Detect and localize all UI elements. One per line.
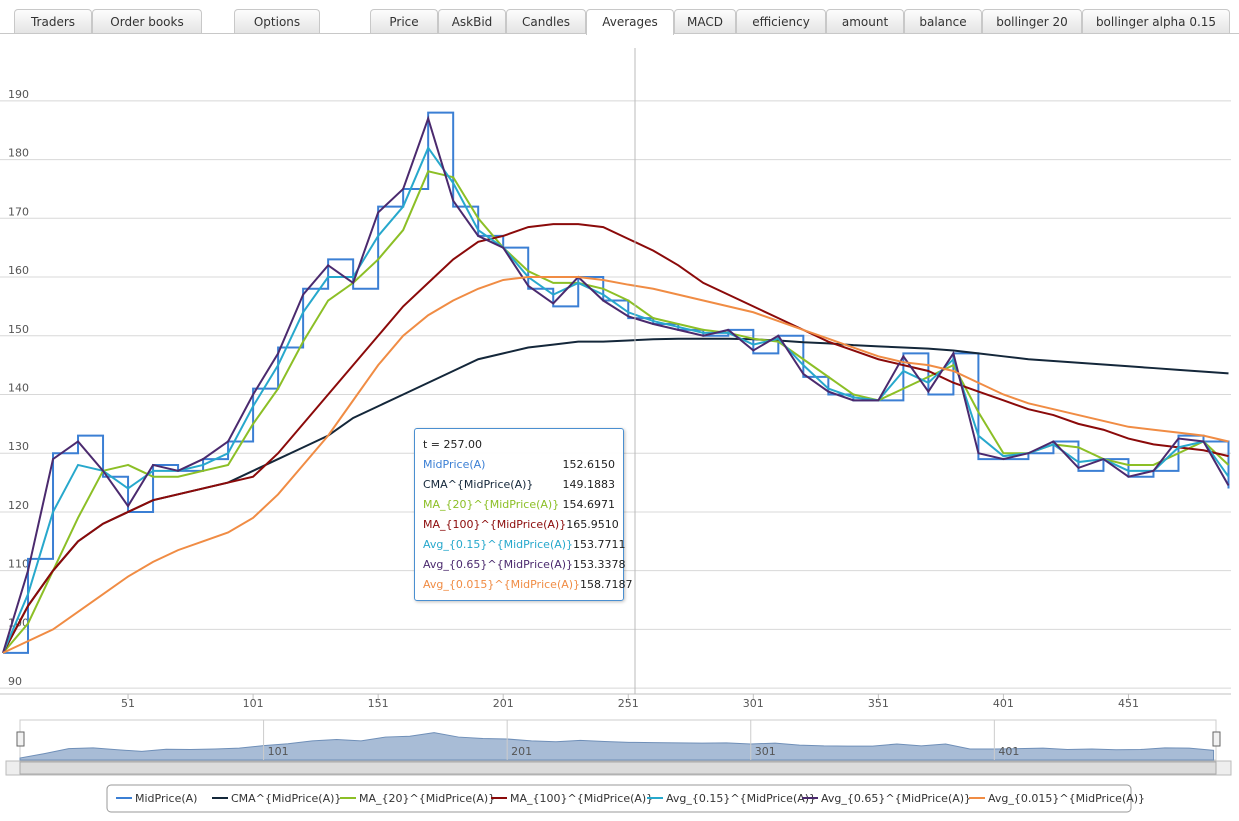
tooltip-name: MidPrice(A) [423, 458, 486, 471]
legend-label: Avg_{0.15}^{MidPrice(A)} [666, 792, 816, 805]
tooltip-row: MA_{100}^{MidPrice(A)} 165.9510 [423, 515, 619, 535]
y-tick-label: 90 [8, 675, 22, 688]
tab[interactable]: bollinger 20 [982, 9, 1082, 33]
legend-label: MA_{20}^{MidPrice(A)} [359, 792, 495, 805]
navigator-tick-label: 201 [511, 745, 532, 758]
legend-label: Avg_{0.65}^{MidPrice(A)} [821, 792, 971, 805]
x-tick-label: 451 [1118, 697, 1139, 710]
tab[interactable]: Averages [586, 9, 674, 35]
navigator-area [19, 732, 1215, 761]
tooltip-value: 165.9510 [566, 518, 619, 531]
x-tick-label: 201 [493, 697, 514, 710]
tooltip-name: MA_{20}^{MidPrice(A)} [423, 498, 560, 511]
legend-label: Avg_{0.015}^{MidPrice(A)} [988, 792, 1145, 805]
tooltip-value: 152.6150 [562, 458, 616, 471]
legend-box [106, 784, 1132, 813]
series-line [2, 223, 1229, 654]
scrollbar-thumb[interactable] [19, 761, 1217, 775]
tab[interactable]: Order books [92, 9, 202, 33]
navigator-tick-label: 401 [998, 745, 1019, 758]
tooltip-name: Avg_{0.65}^{MidPrice(A)} [423, 558, 574, 571]
tab[interactable]: balance [904, 9, 982, 33]
tooltip-name: MA_{100}^{MidPrice(A)} [423, 518, 567, 531]
x-tick-label: 251 [618, 697, 639, 710]
tooltip: t = 257.00 MidPrice(A) 152.6150 CMA^{MidPr… [414, 428, 633, 601]
tab[interactable]: amount [826, 9, 904, 33]
tooltip-name: CMA^{MidPrice(A)} [423, 478, 534, 491]
y-tick-label: 150 [8, 323, 29, 336]
series-line [2, 115, 1230, 654]
tooltip-value: 154.6971 [562, 498, 616, 511]
x-tick-label: 351 [868, 697, 889, 710]
navigator-handle[interactable] [16, 731, 25, 747]
tooltip-row: Avg_{0.65}^{MidPrice(A)} 153.3378 [423, 555, 626, 575]
tooltip-row: MidPrice(A) 152.6150 [423, 455, 615, 475]
y-tick-label: 180 [8, 147, 29, 160]
tab[interactable]: Candles [506, 9, 586, 33]
tooltip-row: MA_{20}^{MidPrice(A)} 154.6971 [423, 495, 615, 515]
legend-label: MA_{100}^{MidPrice(A)} [510, 792, 653, 805]
tooltip-value: 149.1883 [562, 478, 616, 491]
tooltip-value: 153.3378 [573, 558, 626, 571]
legend: MidPrice(A) CMA^{MidPrice(A)} MA_{20}^{Mid… [106, 784, 1145, 813]
tooltip-value: 153.7711 [573, 538, 626, 551]
x-tick-label: 101 [243, 697, 264, 710]
legend-label: CMA^{MidPrice(A)} [231, 792, 341, 805]
x-tick-label: 401 [993, 697, 1014, 710]
tab[interactable]: AskBid [438, 9, 506, 33]
tooltip-name: Avg_{0.15}^{MidPrice(A)} [423, 538, 574, 551]
y-tick-label: 160 [8, 264, 29, 277]
series-line [2, 276, 1229, 654]
navigator-handle[interactable] [1212, 731, 1221, 747]
y-tick-label: 190 [8, 88, 29, 101]
y-tick-label: 120 [8, 499, 29, 512]
navigator-tick-label: 101 [268, 745, 289, 758]
tooltip-title: t = 257.00 [423, 438, 483, 451]
tab[interactable]: efficiency [736, 9, 826, 33]
y-tick-label: 140 [8, 381, 29, 394]
tab[interactable]: Traders [14, 9, 92, 33]
tooltip-value: 158.7187 [580, 578, 633, 591]
tab[interactable]: MACD [674, 9, 736, 33]
navigator-tick-label: 301 [755, 745, 776, 758]
legend-label: MidPrice(A) [135, 792, 197, 805]
tooltip-row: Avg_{0.15}^{MidPrice(A)} 153.7711 [423, 535, 626, 555]
y-tick-label: 110 [8, 558, 29, 571]
tooltip-name: Avg_{0.015}^{MidPrice(A)} [423, 578, 581, 591]
tab[interactable]: Options [234, 9, 320, 33]
y-tick-label: 170 [8, 205, 29, 218]
tooltip-row: CMA^{MidPrice(A)} 149.1883 [423, 475, 615, 495]
x-tick-label: 301 [743, 697, 764, 710]
x-tick-label: 51 [121, 697, 135, 710]
tab[interactable]: Price [370, 9, 438, 33]
y-tick-label: 130 [8, 440, 29, 453]
tab[interactable]: bollinger alpha 0.15 [1082, 9, 1230, 33]
x-tick-label: 151 [368, 697, 389, 710]
tooltip-row: Avg_{0.015}^{MidPrice(A)} 158.7187 [423, 575, 633, 595]
